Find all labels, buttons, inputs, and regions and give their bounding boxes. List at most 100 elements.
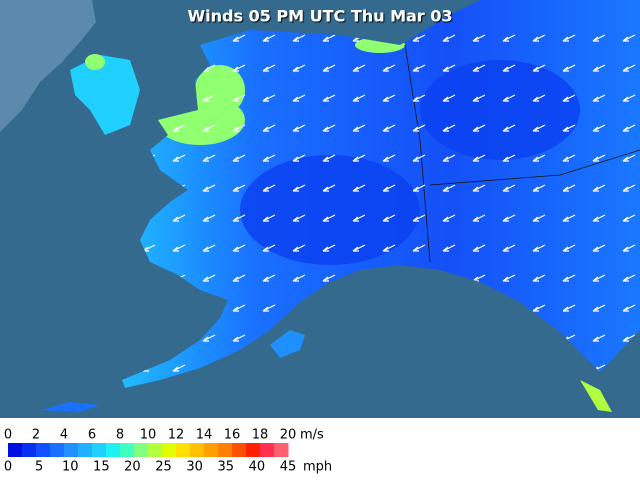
colorbar-swatch [148, 443, 163, 457]
wind-arrow [202, 334, 216, 342]
mph-label: 30 [186, 460, 203, 475]
mph-label: 25 [155, 460, 172, 475]
wind-arrow [502, 184, 516, 192]
wind-arrow [472, 124, 486, 132]
wind-arrow [502, 274, 516, 282]
wind-arrow [262, 244, 276, 252]
wind-arrow [592, 244, 606, 252]
wind-arrow [352, 184, 366, 192]
wind-arrow [232, 64, 246, 72]
wind-arrow [622, 274, 636, 282]
wind-arrow [562, 34, 576, 42]
ms-label: 12 [168, 428, 185, 443]
mph-label: 0 [4, 460, 12, 475]
wind-arrow [412, 64, 426, 72]
wind-arrow [532, 64, 546, 72]
colorbar-swatch [204, 443, 219, 457]
colorbar-swatch [92, 443, 107, 457]
wind-arrow [292, 244, 306, 252]
wind-arrow [382, 154, 396, 162]
wind-arrow [352, 244, 366, 252]
wind-arrow [592, 334, 606, 342]
wind-arrow [562, 184, 576, 192]
wind-arrow [352, 154, 366, 162]
wind-arrow [232, 274, 246, 282]
wind-arrow [592, 214, 606, 222]
wind-low [420, 60, 580, 160]
wind-arrow [262, 94, 276, 102]
border [404, 44, 431, 263]
wind-arrow [262, 214, 276, 222]
wind-arrow [622, 304, 636, 312]
wind-arrow [472, 214, 486, 222]
border [429, 149, 640, 186]
wind-arrow [562, 154, 576, 162]
wind-arrow [202, 274, 216, 282]
colorbar-swatch [176, 443, 191, 457]
colorbar-swatch [120, 443, 135, 457]
colorbar-swatch [190, 443, 205, 457]
wind-arrow [292, 94, 306, 102]
wind-arrow [322, 154, 336, 162]
wind-arrow [412, 34, 426, 42]
mph-label: 40 [249, 460, 266, 475]
wind-arrow [592, 304, 606, 312]
wind-arrow [532, 34, 546, 42]
kodiak [270, 330, 305, 358]
wind-arrow [472, 244, 486, 252]
wind-arrow [532, 244, 546, 252]
wind-arrow [502, 34, 516, 42]
ms-unit: m/s [300, 428, 324, 443]
wind-arrow [622, 64, 636, 72]
wind-arrow [562, 124, 576, 132]
mph-label: 45 [280, 460, 297, 475]
colorbar-swatch [134, 443, 149, 457]
ms-label: 16 [224, 428, 241, 443]
colorbar-swatch [50, 443, 65, 457]
wind-arrow [232, 184, 246, 192]
wind-arrow [202, 94, 216, 102]
wind-arrow [442, 184, 456, 192]
wind-arrow [322, 244, 336, 252]
mph-label: 10 [62, 460, 79, 475]
colorbar-swatch [274, 443, 289, 457]
wind-arrow [442, 94, 456, 102]
mph-label: 35 [218, 460, 235, 475]
wind-arrow [562, 304, 576, 312]
wind-arrow [172, 154, 186, 162]
wind-arrow [382, 64, 396, 72]
ms-label: 14 [196, 428, 213, 443]
ms-label: 10 [140, 428, 157, 443]
wind-arrow [622, 244, 636, 252]
wind-arrow [262, 184, 276, 192]
wind-arrow [202, 124, 216, 132]
ms-label: 6 [88, 428, 96, 443]
ms-label: 0 [4, 428, 12, 443]
wind-arrow [592, 64, 606, 72]
wind-arrow [322, 34, 336, 42]
wind-arrow [412, 184, 426, 192]
ms-label: 18 [252, 428, 269, 443]
wind-arrow [502, 124, 516, 132]
wind-arrow [532, 214, 546, 222]
colorbar-swatch [78, 443, 93, 457]
colorbar-swatch [232, 443, 247, 457]
wind-arrow [442, 214, 456, 222]
st-lawrence-region [70, 55, 140, 135]
wind-arrow [502, 244, 516, 252]
wind-arrow [172, 364, 186, 372]
wind-arrow [382, 94, 396, 102]
wind-arrow [292, 64, 306, 72]
wind-arrow [412, 154, 426, 162]
wind-arrow [472, 34, 486, 42]
wind-arrow [322, 274, 336, 282]
wind-arrow [412, 94, 426, 102]
wind-arrow [262, 304, 276, 312]
wind-arrow [592, 274, 606, 282]
wind-arrow [352, 124, 366, 132]
wind-arrow [292, 214, 306, 222]
mph-label: 15 [93, 460, 110, 475]
wind-arrow [562, 214, 576, 222]
siberia [0, 0, 96, 132]
wind-arrow [352, 94, 366, 102]
